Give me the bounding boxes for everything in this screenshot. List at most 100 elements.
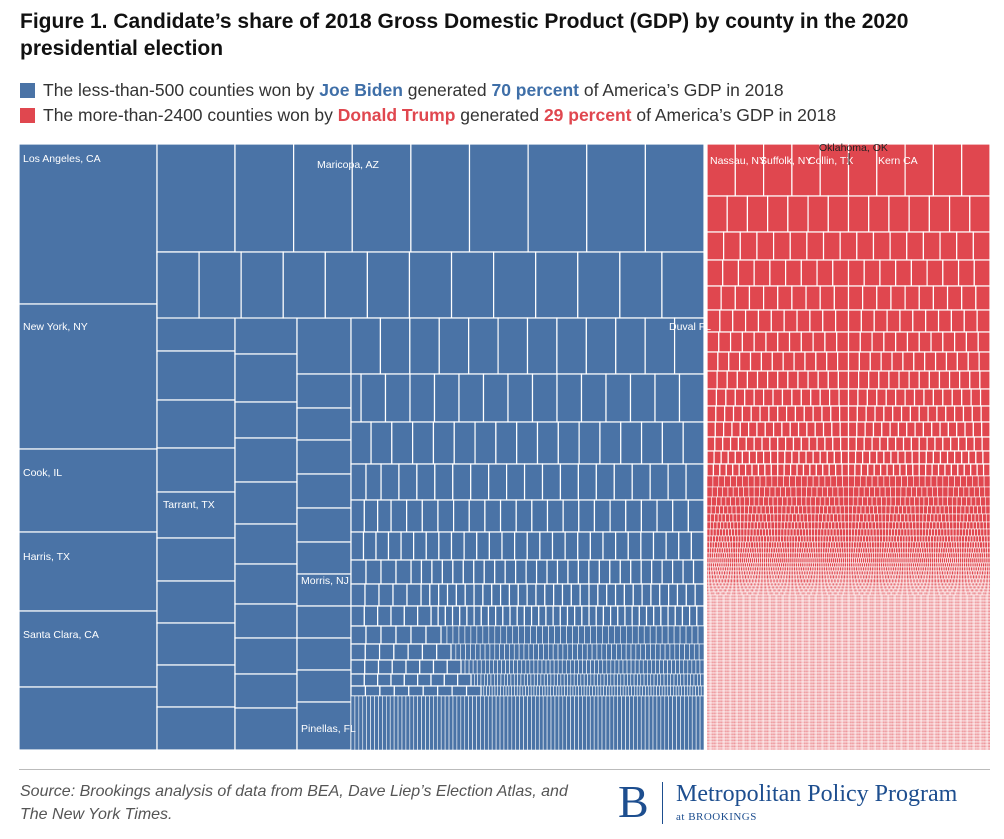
trump-county-tile: [945, 351, 958, 372]
trump-county-tile: [933, 552, 936, 559]
trump-county-tile: [715, 552, 719, 559]
trump-county-tile: [791, 496, 797, 507]
trump-county-tile: [772, 388, 784, 407]
trump-county-tile: [777, 513, 782, 523]
trump-county-tile: [850, 552, 854, 559]
biden-county-tile: [554, 625, 561, 645]
biden-county-tile: [455, 643, 462, 661]
trump-county-tile: [711, 541, 716, 549]
trump-county-tile: [931, 528, 935, 537]
biden-county-tile: [661, 625, 669, 645]
trump-county-tile: [768, 541, 772, 549]
biden-county-tile: [379, 317, 411, 375]
trump-county-tile: [981, 436, 991, 452]
trump-county-tile: [981, 505, 987, 515]
biden-county-tile: [579, 583, 590, 607]
biden-county-tile: [681, 605, 691, 627]
trump-county-tile: [728, 351, 741, 372]
biden-county-tile: [562, 643, 569, 661]
biden-county-tile: [603, 685, 607, 697]
trump-county-tile: [969, 535, 974, 543]
trump-county-tile: [939, 450, 949, 465]
trump-county-tile: [801, 541, 806, 549]
trump-county-tile: [805, 450, 814, 465]
biden-county-tile: [474, 673, 478, 687]
biden-county-tile: [511, 695, 517, 751]
trump-county-tile: [858, 351, 871, 372]
biden-county-tile: [685, 583, 696, 607]
trump-county-tile: [963, 557, 967, 564]
trump-county-tile: [805, 535, 810, 543]
trump-county-tile: [746, 535, 750, 543]
trump-county-tile: [980, 405, 991, 423]
biden-county-tile: [296, 541, 352, 575]
trump-county-tile: [724, 475, 731, 488]
trump-county-tile: [900, 513, 905, 523]
trump-county-tile: [711, 496, 717, 507]
biden-county-tile: [530, 685, 535, 697]
biden-county-tile: [537, 659, 543, 675]
biden-county-tile: [656, 685, 660, 697]
biden-county-tile: [434, 463, 454, 501]
trump-county-tile: [975, 535, 979, 543]
trump-county-tile: [737, 547, 741, 554]
trump-county-tile: [952, 552, 956, 559]
trump-county-tile: [874, 547, 878, 554]
biden-county-tile: [508, 685, 512, 697]
biden-county-tile: [448, 695, 454, 751]
trump-county-tile: [971, 513, 976, 523]
biden-county-tile: [488, 463, 508, 501]
biden-county-tile: [365, 625, 382, 645]
biden-county-tile: [523, 605, 533, 627]
biden-county-tile: [593, 499, 611, 533]
trump-county-tile: [780, 486, 786, 498]
biden-county-tile: [630, 659, 636, 675]
trump-county-tile: [809, 552, 812, 559]
trump-county-tile: [889, 421, 900, 438]
trump-county-tile: [743, 521, 748, 530]
trump-county-tile: [926, 547, 929, 554]
trump-county-tile: [893, 552, 897, 559]
biden-county-tile: [570, 659, 575, 675]
trump-county-tile: [729, 541, 734, 549]
biden-county-tile: [650, 643, 656, 661]
trump-county-tile: [933, 513, 939, 523]
biden-county-tile: [525, 659, 531, 675]
trump-county-tile: [957, 259, 975, 287]
trump-county-tile: [928, 547, 932, 554]
trump-county-tile: [717, 486, 724, 498]
trump-county-tile: [876, 535, 880, 543]
biden-county-tile: [630, 559, 642, 585]
biden-county-tile: [640, 643, 646, 661]
trump-county-tile: [931, 463, 940, 477]
trump-county-tile: [805, 547, 809, 554]
biden-county-tile: [577, 559, 590, 585]
trump-county-tile: [814, 513, 820, 523]
biden-county-tile: [657, 673, 662, 687]
trump-county-tile: [880, 351, 893, 372]
trump-county-tile: [777, 331, 791, 353]
trump-county-tile: [794, 541, 798, 549]
trump-county-tile: [862, 450, 871, 465]
trump-county-tile: [791, 535, 796, 543]
trump-county-tile: [836, 557, 839, 564]
trump-county-tile: [812, 405, 823, 423]
trump-county-tile: [877, 475, 885, 488]
trump-county-tile: [750, 405, 761, 423]
trump-county-tile: [838, 557, 841, 564]
trump-county-tile: [913, 535, 917, 543]
trump-county-tile: [975, 557, 979, 564]
trump-county-tile: [713, 521, 718, 530]
trump-county-tile: [769, 552, 773, 559]
trump-county-tile: [734, 557, 738, 564]
biden-county-tile: [364, 583, 380, 607]
trump-county-tile: [734, 450, 743, 465]
biden-county-tile: [690, 531, 705, 561]
trump-county-tile: [967, 557, 971, 564]
trump-county-tile: [730, 552, 734, 559]
trump-county-tile: [926, 259, 944, 287]
biden-county-tile: [566, 625, 573, 645]
biden-county-tile: [156, 706, 236, 751]
trump-county-tile: [765, 552, 769, 559]
biden-county-tile: [590, 659, 595, 675]
